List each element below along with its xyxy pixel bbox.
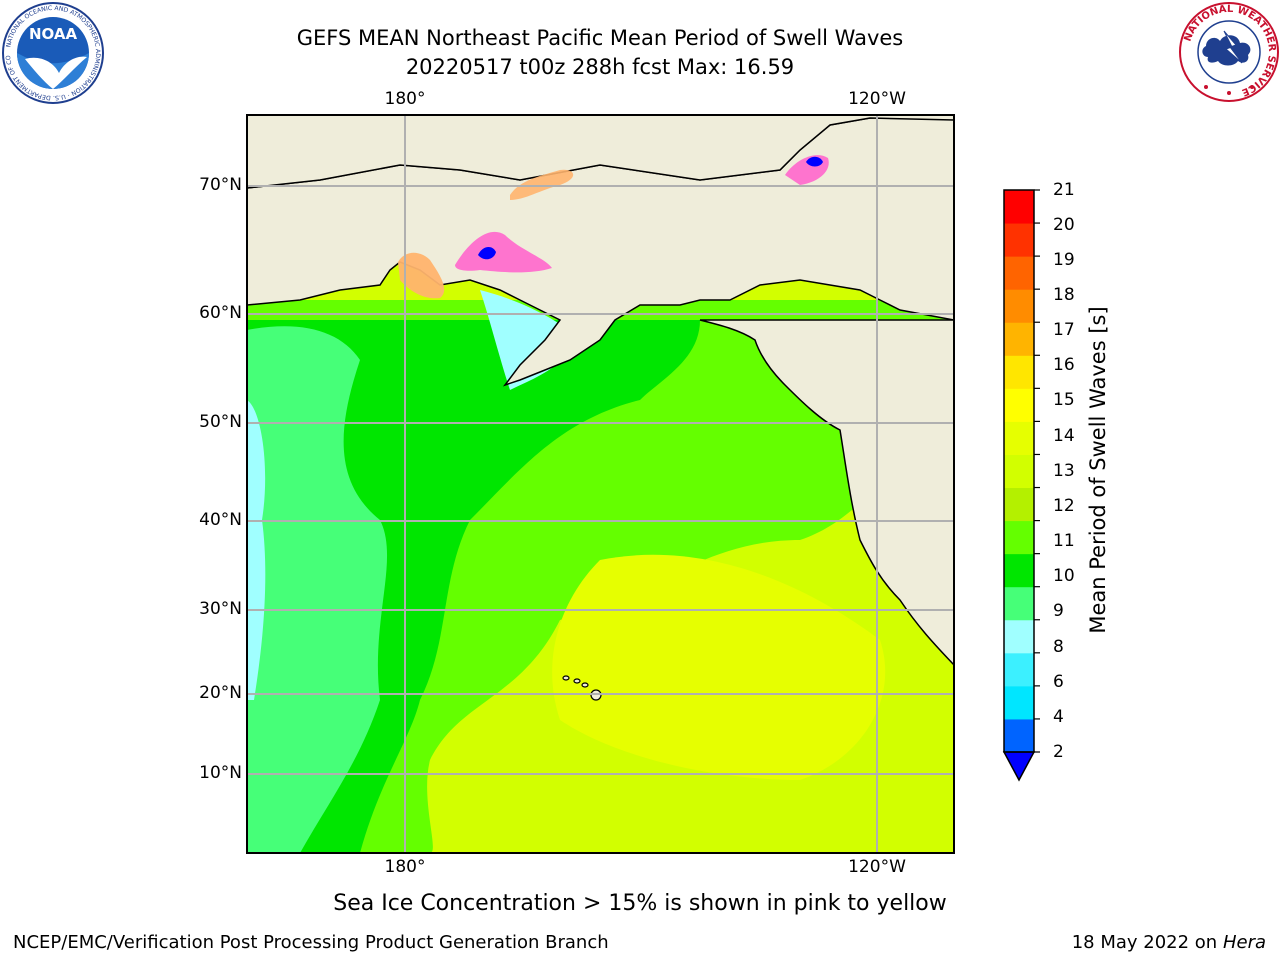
footer-date-text: 18 May 2022 on — [1071, 932, 1218, 953]
colorbar-segment — [1004, 487, 1034, 522]
land-chukotka — [247, 115, 954, 189]
lon-label-bottom-120w: 120°W — [848, 857, 906, 877]
colorbar-tick: 17 — [1053, 320, 1075, 340]
map-frame — [246, 114, 955, 854]
colorbar-segment — [1004, 685, 1034, 720]
colorbar-tick: 15 — [1053, 390, 1075, 410]
colorbar-segment — [1004, 388, 1034, 422]
lat-label-10n: 10°N — [199, 763, 242, 783]
colorbar-segment — [1004, 223, 1034, 257]
colorbar-tick: 20 — [1053, 215, 1075, 235]
nws-logo: NATIONAL WEATHER SERVICE — [1179, 2, 1279, 102]
lat-label-60n: 60°N — [199, 303, 242, 323]
map-subtitle: 20220517 t00z 288h fcst Max: 16.59 — [405, 55, 795, 79]
colorbar-tick: 9 — [1053, 601, 1064, 621]
low-period-core-bering — [478, 246, 496, 260]
noaa-logo: NATIONAL OCEANIC AND ATMOSPHERIC ADMINIS… — [1, 1, 104, 104]
colorbar-segment — [1004, 586, 1034, 621]
colorbar-tick: 11 — [1053, 531, 1075, 551]
colorbar-segment — [1004, 322, 1034, 356]
noaa-logo-text: NOAA — [29, 25, 78, 43]
sea-ice-anadyr — [398, 252, 445, 299]
colorbar-tick: 10 — [1053, 566, 1075, 586]
colorbar-tick: 8 — [1053, 637, 1064, 657]
colorbar-segment — [1004, 652, 1034, 687]
map-title: GEFS MEAN Northeast Pacific Mean Period … — [296, 26, 904, 50]
colorbar-tick: 6 — [1053, 672, 1064, 692]
colorbar-tick: 21 — [1053, 180, 1075, 200]
colorbar-segment — [1004, 520, 1034, 555]
zone-period-8-9 — [247, 400, 266, 700]
colorbar-tick: 2 — [1053, 742, 1064, 762]
colorbar-label: Mean Period of Swell Waves [s] — [1086, 306, 1110, 634]
footer-host: Hera — [1222, 932, 1266, 953]
colorbar-frame — [1003, 189, 1035, 753]
colorbar-tick: 16 — [1053, 355, 1075, 375]
colorbar-segment — [1004, 454, 1034, 489]
lon-label-top-120w: 120°W — [848, 89, 906, 109]
lat-label-40n: 40°N — [199, 510, 242, 530]
lat-label-20n: 20°N — [199, 683, 242, 703]
footer-credit: NCEP/EMC/Verification Post Processing Pr… — [13, 932, 609, 953]
colorbar-tick: 12 — [1053, 496, 1075, 516]
sea-ice-bering — [455, 231, 552, 273]
lon-label-top-180: 180° — [384, 89, 426, 109]
colorbar-segment — [1004, 619, 1034, 654]
colorbar-extend-arrow — [1002, 751, 1036, 782]
lon-label-bottom-180: 180° — [384, 857, 426, 877]
colorbar-segment — [1004, 718, 1034, 753]
colorbar-segment — [1004, 553, 1034, 588]
colorbar-segment — [1004, 355, 1034, 389]
colorbar-tick: 19 — [1053, 250, 1075, 270]
colorbar-segment — [1004, 190, 1034, 224]
colorbar — [1002, 189, 1040, 782]
colorbar-segment — [1004, 256, 1034, 290]
sea-ice-footnote: Sea Ice Concentration > 15% is shown in … — [333, 891, 947, 916]
colorbar-tick: 14 — [1053, 426, 1075, 446]
lat-label-50n: 50°N — [199, 412, 242, 432]
colorbar-tick: 18 — [1053, 285, 1075, 305]
footer-date: 18 May 2022 on Hera — [1072, 932, 1266, 953]
graticule — [247, 115, 954, 853]
colorbar-tick: 4 — [1053, 707, 1064, 727]
sea-ice-chukchi — [510, 169, 574, 200]
land-north-america — [699, 319, 954, 667]
lat-label-30n: 30°N — [199, 599, 242, 619]
colorbar-segment — [1004, 421, 1034, 455]
lat-label-70n: 70°N — [199, 175, 242, 195]
colorbar-tick: 13 — [1053, 461, 1075, 481]
zone-period-9-10 — [247, 326, 388, 853]
low-period-core-beaufort — [806, 156, 823, 167]
colorbar-segment — [1004, 289, 1034, 323]
zone-period-14-15 — [552, 554, 886, 780]
